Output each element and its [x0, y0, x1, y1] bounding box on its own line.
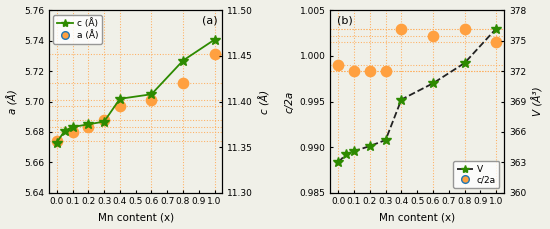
Y-axis label: c (Å): c (Å) [259, 90, 270, 114]
X-axis label: Mn content (x): Mn content (x) [98, 212, 174, 222]
Point [116, 104, 124, 108]
Point [84, 125, 93, 129]
Y-axis label: c/2a: c/2a [284, 90, 294, 113]
Point [381, 70, 390, 73]
Point [52, 139, 61, 143]
Text: (b): (b) [337, 16, 353, 26]
Legend: c (Å), a (Å): c (Å), a (Å) [53, 15, 102, 44]
Point [460, 27, 469, 30]
Point [147, 98, 156, 102]
Point [179, 82, 188, 85]
Point [350, 70, 359, 73]
Point [428, 34, 437, 38]
X-axis label: Mn content (x): Mn content (x) [379, 212, 455, 222]
Point [365, 70, 374, 73]
Point [100, 118, 108, 122]
Point [397, 27, 406, 30]
Y-axis label: a (Å): a (Å) [7, 89, 18, 114]
Legend: V, c/2a: V, c/2a [453, 161, 499, 188]
Point [492, 41, 500, 44]
Point [334, 63, 343, 67]
Text: (a): (a) [202, 16, 217, 26]
Point [210, 53, 219, 56]
Y-axis label: V (Å³): V (Å³) [532, 87, 543, 116]
Point [68, 130, 77, 134]
